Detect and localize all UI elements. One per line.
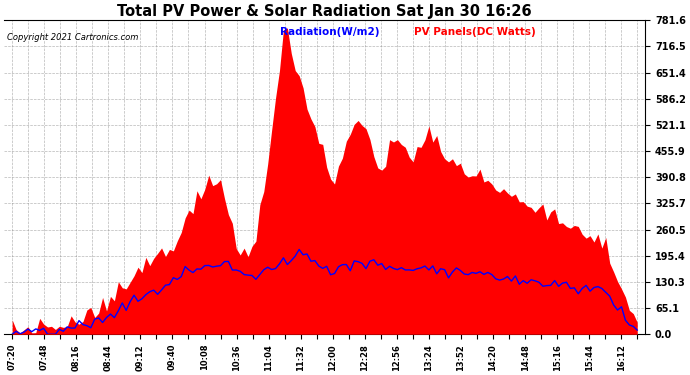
Text: Radiation(W/m2): Radiation(W/m2) xyxy=(280,27,380,37)
Title: Total PV Power & Solar Radiation Sat Jan 30 16:26: Total PV Power & Solar Radiation Sat Jan… xyxy=(117,4,532,19)
Text: PV Panels(DC Watts): PV Panels(DC Watts) xyxy=(415,27,536,37)
Text: Copyright 2021 Cartronics.com: Copyright 2021 Cartronics.com xyxy=(8,33,139,42)
